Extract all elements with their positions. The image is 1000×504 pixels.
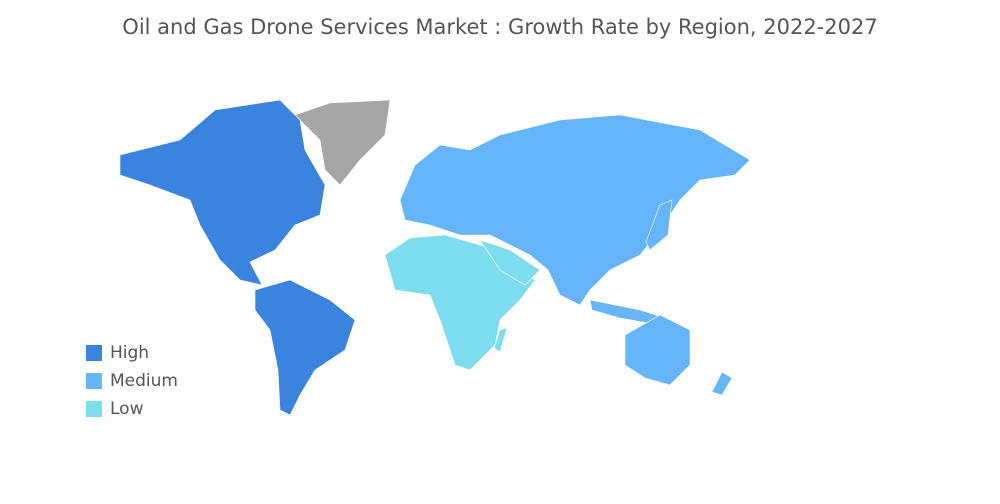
legend-swatch [86,345,102,361]
chart-title: Oil and Gas Drone Services Market : Grow… [122,15,877,39]
australia [624,314,691,386]
legend-label: Medium [110,371,178,391]
map [119,99,751,416]
legend-label: High [110,343,149,363]
legend-swatch [86,373,102,389]
japan [645,199,673,251]
legend-swatch [86,401,102,417]
north-america [119,99,326,286]
legend-label: Low [110,399,144,419]
south-america [254,279,356,416]
middle-east [479,239,541,286]
africa [384,234,536,371]
new-zealand [711,371,733,396]
greenland [294,99,391,186]
madagascar [493,327,508,353]
legend: High Medium Low [86,343,178,419]
